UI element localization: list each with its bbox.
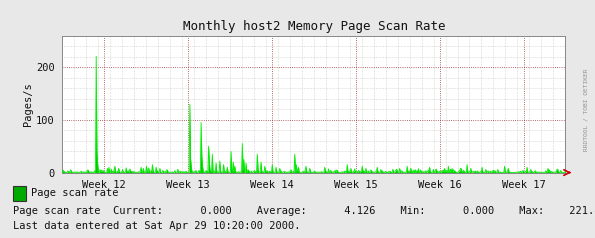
Title: Monthly host2 Memory Page Scan Rate: Monthly host2 Memory Page Scan Rate <box>183 20 445 33</box>
Text: Page scan rate: Page scan rate <box>31 188 118 198</box>
Text: RRDTOOL / TOBI OETIKER: RRDTOOL / TOBI OETIKER <box>584 68 588 151</box>
Text: Page scan rate  Current:      0.000    Average:      4.126    Min:      0.000   : Page scan rate Current: 0.000 Average: 4… <box>13 206 595 216</box>
Y-axis label: Pages/s: Pages/s <box>23 82 33 126</box>
Text: Last data entered at Sat Apr 29 10:20:00 2000.: Last data entered at Sat Apr 29 10:20:00… <box>13 221 300 231</box>
